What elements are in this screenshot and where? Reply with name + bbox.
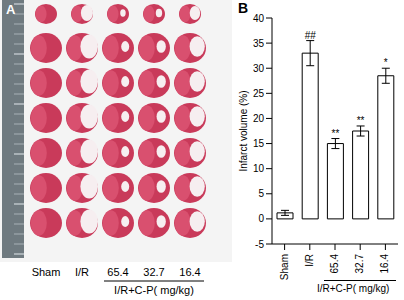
svg-text:A: A	[6, 2, 16, 17]
svg-text:16.4: 16.4	[380, 254, 391, 274]
svg-text:40: 40	[253, 13, 265, 24]
svg-text:10: 10	[253, 163, 265, 174]
html-text:I/R+C-P( mg/kg): I/R+C-P( mg/kg)	[316, 283, 390, 294]
svg-text:20: 20	[253, 113, 265, 124]
svg-text:65.4: 65.4	[107, 266, 128, 278]
svg-text:Sham: Sham	[279, 254, 290, 280]
svg-text:**: **	[332, 128, 340, 139]
svg-text:0: 0	[258, 213, 264, 224]
svg-text:5: 5	[258, 188, 264, 199]
svg-text:25: 25	[253, 88, 265, 99]
svg-text:Sham: Sham	[32, 266, 61, 278]
svg-text:-5: -5	[255, 239, 264, 250]
svg-text:15: 15	[253, 138, 265, 149]
svg-text:35: 35	[253, 38, 265, 49]
svg-text:32.7: 32.7	[143, 266, 164, 278]
html-text:B: B	[238, 0, 249, 16]
svg-text:Infarct volume (%): Infarct volume (%)	[238, 90, 249, 171]
svg-text:30: 30	[253, 63, 265, 74]
svg-text:##: ##	[305, 30, 317, 41]
svg-text:65.4: 65.4	[329, 254, 340, 274]
svg-text:*: *	[384, 57, 388, 68]
svg-text:I/R: I/R	[75, 266, 89, 278]
svg-text:32.7: 32.7	[354, 254, 365, 274]
svg-text:I/R+C-P( mg/kg): I/R+C-P( mg/kg)	[114, 284, 194, 296]
svg-text:**: **	[357, 115, 365, 126]
svg-text:I/R: I/R	[304, 254, 315, 267]
svg-text:16.4: 16.4	[179, 266, 200, 278]
